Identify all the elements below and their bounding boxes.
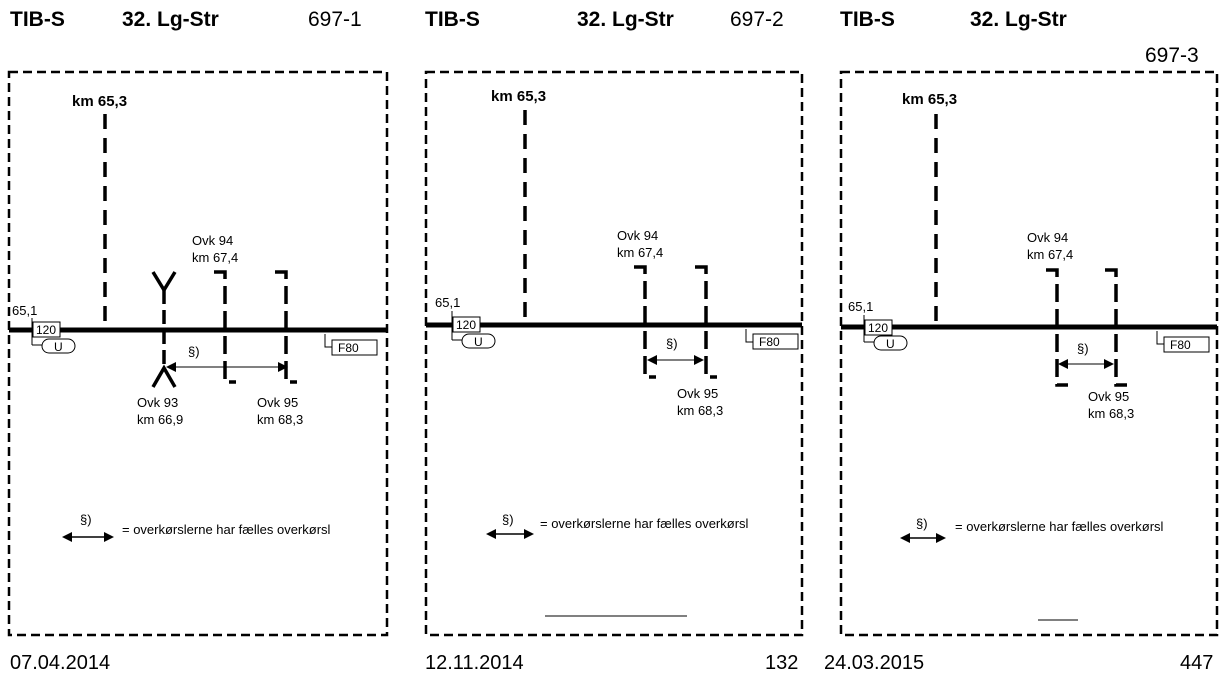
footer-date: 07.04.2014 — [10, 652, 111, 674]
crossing-95-name: Ovk 95 — [257, 395, 298, 410]
legend-arrow-left — [486, 529, 496, 539]
diagram-frame — [839, 70, 1219, 637]
header-page: 697-2 — [730, 8, 784, 31]
header-page: 697-3 — [1145, 44, 1199, 67]
f-sign — [331, 339, 378, 356]
header-line: 32. Lg-Str — [970, 8, 1067, 31]
start-km-label: 65,1 — [12, 303, 37, 318]
crossing-95-km: km 68,3 — [677, 403, 723, 418]
header-system: TIB-S — [840, 8, 895, 31]
legend-text: = overkørslerne har fælles overkørsl — [540, 516, 749, 531]
header-system: TIB-S — [425, 8, 480, 31]
legend-arrow-right — [936, 533, 946, 543]
f-connector — [1156, 331, 1164, 345]
arrow-head-right — [694, 355, 704, 365]
legend-text: = overkørslerne har fælles overkørsl — [122, 522, 331, 537]
panel-697-3: TIB-S 32. Lg-Str 697-3 km 65,3 65,1 120 … — [824, 0, 1222, 679]
crossing-93-km: km 66,9 — [137, 412, 183, 427]
crossing-94-bracket — [634, 265, 656, 379]
speed-label: 120 — [36, 323, 56, 337]
u-label: U — [474, 335, 483, 349]
crossing-94-name: Ovk 94 — [617, 228, 658, 243]
legend-symbol: §) — [502, 512, 514, 527]
arrow-head-right — [278, 362, 288, 372]
track-diagram: km 65,3 65,1 120 U F80 Ovk 94 km 67,4 Ov… — [839, 70, 1219, 637]
crossing-95-bracket — [275, 270, 297, 384]
crossing-symbol: §) — [1077, 341, 1089, 356]
panel-697-2: TIB-S 32. Lg-Str 697-2 km 65,3 65,1 120 … — [415, 0, 815, 679]
footer-date: 12.11.2014 — [425, 652, 524, 674]
crossing-94-bracket — [1046, 268, 1068, 387]
crossing-95-km: km 68,3 — [1088, 406, 1134, 421]
f-connector — [324, 334, 332, 348]
crossing-94-km: km 67,4 — [1027, 247, 1073, 262]
header-line: 32. Lg-Str — [577, 8, 674, 31]
crossing-94-bracket — [214, 270, 236, 384]
header-system: TIB-S — [10, 8, 65, 31]
track-diagram: km 65,3 65,1 120 U F80 Ovk 94 km 67,4 Ov… — [424, 70, 804, 637]
speed-label: 120 — [456, 318, 476, 332]
crossing-93-name: Ovk 93 — [137, 395, 178, 410]
start-km-label: 65,1 — [848, 299, 873, 314]
speed-box — [452, 316, 481, 333]
footer-date: 24.03.2015 — [824, 652, 925, 674]
crossing-93-bottom — [151, 364, 177, 388]
crossing-94-km: km 67,4 — [617, 245, 663, 260]
crossing-94-name: Ovk 94 — [1027, 230, 1068, 245]
crossing-95-name: Ovk 95 — [677, 386, 718, 401]
legend-text: = overkørslerne har fælles overkørsl — [955, 519, 1164, 534]
legend-symbol: §) — [80, 512, 92, 527]
f-label: F80 — [1170, 338, 1191, 352]
crossing-symbol: §) — [666, 336, 678, 351]
km-marker-label: km 65,3 — [72, 93, 127, 110]
u-label: U — [54, 340, 63, 354]
header-page: 697-1 — [308, 8, 362, 31]
legend-arrow-right — [104, 532, 114, 542]
u-sign — [873, 335, 908, 351]
speed-box — [32, 321, 61, 338]
f-label: F80 — [338, 341, 359, 355]
crossing-95-km: km 68,3 — [257, 412, 303, 427]
crossing-symbol: §) — [188, 344, 200, 359]
diagram-frame — [424, 70, 804, 637]
panel-697-1: TIB-S 32. Lg-Str 697-1 km 65,3 65,1 120 … — [0, 0, 400, 679]
u-sign — [461, 333, 496, 349]
diagram-frame — [7, 70, 389, 637]
footer-number: 132 — [765, 652, 799, 674]
f-sign — [1163, 336, 1210, 353]
header-line: 32. Lg-Str — [122, 8, 219, 31]
u-label: U — [886, 337, 895, 351]
u-sign — [41, 338, 76, 354]
f-sign — [752, 333, 799, 350]
arrow-head-left — [166, 362, 176, 372]
footer-number: 447 — [1180, 652, 1214, 674]
km-marker-label: km 65,3 — [491, 88, 546, 105]
track-diagram: km 65,3 65,1 120 U F80 Ovk 93 km 66,9 Ov… — [7, 70, 389, 637]
f-label: F80 — [759, 335, 780, 349]
start-km-label: 65,1 — [435, 295, 460, 310]
legend-arrow-left — [900, 533, 910, 543]
crossing-94-km: km 67,4 — [192, 250, 238, 265]
arrow-head-right — [1104, 359, 1114, 369]
crossing-93-top — [151, 271, 177, 294]
crossing-95-bracket — [695, 265, 717, 379]
crossing-95-name: Ovk 95 — [1088, 389, 1129, 404]
arrow-head-left — [647, 355, 657, 365]
crossing-94-name: Ovk 94 — [192, 233, 233, 248]
km-marker-label: km 65,3 — [902, 91, 957, 108]
legend-arrow-left — [62, 532, 72, 542]
legend-symbol: §) — [916, 516, 928, 531]
arrow-head-left — [1058, 359, 1068, 369]
legend-arrow-right — [524, 529, 534, 539]
f-connector — [745, 329, 753, 343]
speed-label: 120 — [868, 321, 888, 335]
crossing-95-bracket — [1105, 268, 1127, 387]
speed-box — [864, 319, 893, 336]
